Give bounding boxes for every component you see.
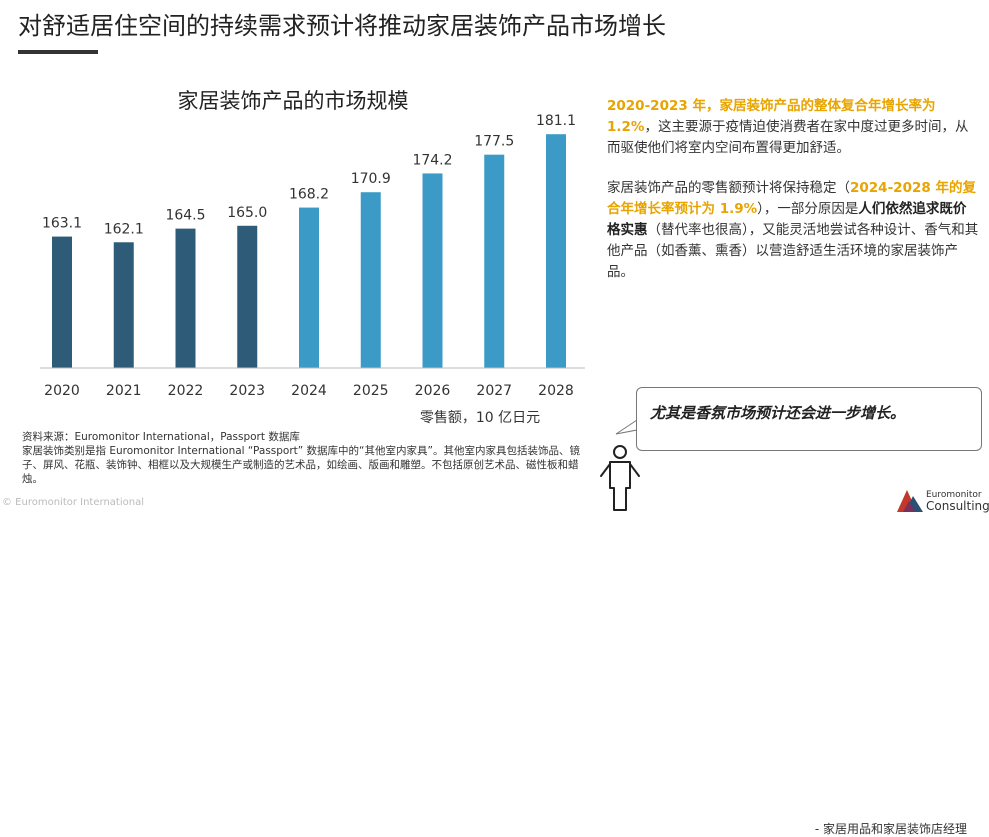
bar-2024 <box>299 207 319 368</box>
cagr-2020-2023-highlight: 2020-2023 年，家居装饰产品的整体复合年增长率为 1.2% <box>607 98 936 135</box>
source-line: 资料来源：Euromonitor International，Passport … <box>22 431 300 443</box>
bar-2026 <box>422 173 443 368</box>
market-size-bar-chart: 家居装饰产品的市场规模 163.12020162.12021164.520221… <box>40 89 585 426</box>
insight-1-text: ，这主要源于疫情迫使消费者在家中度过更多时间，从而驱使他们将室内空间布置得更加舒… <box>607 119 969 156</box>
category-definition: 家居装饰类别是指 Euromonitor International “Pass… <box>22 445 580 485</box>
x-tick-2025: 2025 <box>353 383 389 399</box>
bar-value-label-2020: 163.1 <box>42 216 82 232</box>
insight-paragraph-1: 2020-2023 年，家居装饰产品的整体复合年增长率为 1.2%，这主要源于疫… <box>607 96 979 159</box>
insight-2-text-b: ），一部分原因是 <box>757 201 859 217</box>
logo-text-bottom: Consulting <box>926 499 989 513</box>
title-underline <box>18 50 98 54</box>
bar-2021 <box>113 242 134 368</box>
bar-2028 <box>546 134 566 368</box>
x-tick-2026: 2026 <box>415 383 451 399</box>
x-tick-2020: 2020 <box>44 383 80 399</box>
x-tick-2027: 2027 <box>476 383 512 399</box>
bar-2027 <box>484 154 505 368</box>
bar-value-label-2021: 162.1 <box>104 221 144 237</box>
logo-text-top: Euromonitor <box>926 490 982 500</box>
x-tick-2024: 2024 <box>291 383 327 399</box>
bar-value-label-2024: 168.2 <box>289 187 329 203</box>
insight-paragraph-2: 家居装饰产品的零售额预计将保持稳定（2024-2028 年的复合年增长率预计为 … <box>607 178 979 283</box>
x-tick-2023: 2023 <box>229 383 265 399</box>
copyright: © Euromonitor International <box>2 497 144 508</box>
x-tick-2028: 2028 <box>538 383 574 399</box>
bar-2025 <box>360 192 381 368</box>
bar-value-label-2023: 165.0 <box>227 205 267 221</box>
insight-2-text-a: 家居装饰产品的零售额预计将保持稳定（ <box>607 180 850 196</box>
bar-2022 <box>175 228 196 368</box>
bar-group: 163.1 2020 162.1 2021 164.5 2022 165.0 2023 168.… <box>42 113 576 399</box>
bar-value-label-2025: 170.9 <box>351 171 391 187</box>
bar-value-label-2026: 174.2 <box>412 152 452 168</box>
cagr-2024-2028-highlight: 2024-2028 年的复合年增长率预计为 1.9% <box>607 180 976 217</box>
person-icon <box>600 445 640 511</box>
quote-attribution: - 家居用品和家居装饰店经理 <box>814 822 967 836</box>
bar-value-label-2028: 181.1 <box>536 113 576 129</box>
x-tick-2021: 2021 <box>106 383 142 399</box>
speech-bubble-tail <box>615 419 638 435</box>
euromonitor-logo-icon <box>897 490 923 512</box>
bar-2023 <box>237 225 258 368</box>
chart-title: 家居装饰产品的市场规模 <box>178 89 409 113</box>
bar-2020 <box>52 236 72 368</box>
x-tick-2022: 2022 <box>168 383 204 399</box>
page-title: 对舒适居住空间的持续需求预计将推动家居装饰产品市场增长 <box>18 12 666 40</box>
insight-2-text-c: （替代率也很高），又能灵活地尝试各种设计、香气和其他产品（如香薰、熏香）以营造舒… <box>607 222 979 280</box>
bar-value-label-2027: 177.5 <box>474 134 514 150</box>
bar-value-label-2022: 164.5 <box>165 208 205 224</box>
unit-label: 零售额，10 亿日元 <box>420 410 540 426</box>
quote-text: 尤其是香氛市场预计还会进一步增长。 <box>650 404 906 422</box>
insight-2-emphasis: 人们依然追求既价格实惠 <box>607 201 967 238</box>
source-note: 资料来源：Euromonitor International，Passport … <box>22 430 592 486</box>
